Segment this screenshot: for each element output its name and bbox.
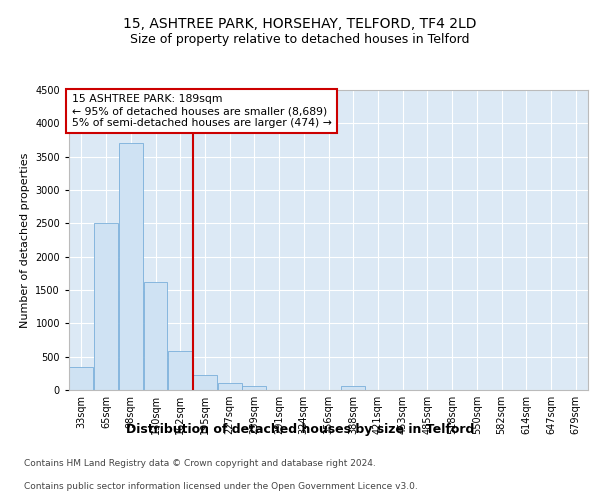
Text: 15 ASHTREE PARK: 189sqm
← 95% of detached houses are smaller (8,689)
5% of semi-: 15 ASHTREE PARK: 189sqm ← 95% of detache… [71,94,331,128]
Text: Contains public sector information licensed under the Open Government Licence v3: Contains public sector information licen… [24,482,418,491]
Bar [143,282,167,390]
Text: Distribution of detached houses by size in Telford: Distribution of detached houses by size … [126,422,474,436]
Bar [70,366,94,390]
Bar [94,224,118,390]
Text: Size of property relative to detached houses in Telford: Size of property relative to detached ho… [130,32,470,46]
Bar [119,144,143,390]
Y-axis label: Number of detached properties: Number of detached properties [20,152,29,328]
Text: 15, ASHTREE PARK, HORSEHAY, TELFORD, TF4 2LD: 15, ASHTREE PARK, HORSEHAY, TELFORD, TF4… [123,18,477,32]
Text: Contains HM Land Registry data © Crown copyright and database right 2024.: Contains HM Land Registry data © Crown c… [24,458,376,468]
Bar [193,376,217,390]
Bar [168,352,192,390]
Bar [341,386,365,390]
Bar [218,382,242,390]
Bar [242,386,266,390]
